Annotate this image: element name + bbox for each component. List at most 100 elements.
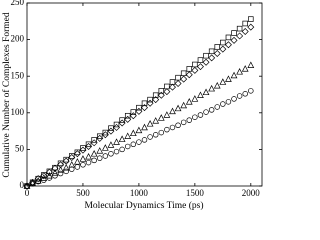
marker <box>136 139 142 145</box>
marker <box>68 161 76 168</box>
marker <box>247 23 255 31</box>
marker <box>213 81 221 89</box>
marker <box>62 163 70 171</box>
marker <box>52 173 58 179</box>
y-tick-label: 250 <box>11 0 25 7</box>
marker <box>231 96 237 102</box>
marker <box>196 63 204 71</box>
marker <box>180 119 187 126</box>
marker <box>191 66 199 74</box>
marker <box>214 104 220 110</box>
marker <box>90 139 98 147</box>
marker <box>225 34 232 41</box>
marker <box>129 112 137 120</box>
marker <box>107 141 115 148</box>
marker <box>85 141 92 148</box>
y-tick-label: 200 <box>11 34 25 44</box>
marker <box>186 117 193 123</box>
marker <box>69 153 75 159</box>
marker <box>208 107 215 113</box>
marker <box>96 155 103 161</box>
marker <box>147 96 153 103</box>
marker <box>168 83 176 91</box>
x-tick-label: 1000 <box>130 188 149 198</box>
marker <box>180 70 187 77</box>
marker <box>79 146 87 154</box>
marker <box>130 141 137 148</box>
marker <box>96 134 104 142</box>
marker <box>73 158 81 165</box>
marker <box>203 109 209 115</box>
marker <box>186 66 193 72</box>
x-tick-label: 1500 <box>186 188 205 198</box>
marker <box>119 117 125 123</box>
marker <box>224 41 232 49</box>
marker <box>185 98 193 105</box>
marker <box>63 168 69 175</box>
marker <box>101 144 109 151</box>
marker <box>208 84 216 92</box>
marker <box>191 95 199 102</box>
marker <box>113 138 120 145</box>
marker <box>213 50 221 58</box>
chart: Molecular Dynamics Time (ps) Cumulative … <box>1 0 263 211</box>
marker <box>152 117 160 124</box>
marker <box>220 39 226 46</box>
marker <box>175 74 181 81</box>
marker <box>208 54 216 62</box>
marker <box>225 99 232 105</box>
marker <box>135 107 143 115</box>
y-tick-label: 0 <box>20 180 25 190</box>
marker <box>57 160 64 167</box>
marker <box>197 57 204 63</box>
marker <box>136 104 142 111</box>
marker <box>57 161 65 169</box>
plot-frame <box>26 2 263 187</box>
marker <box>51 164 59 172</box>
marker <box>219 45 227 53</box>
marker <box>24 183 30 189</box>
marker <box>147 134 153 140</box>
marker <box>185 71 193 79</box>
marker <box>35 175 41 182</box>
marker <box>169 107 176 115</box>
marker <box>108 151 114 157</box>
marker <box>174 104 182 112</box>
marker <box>69 166 75 172</box>
marker <box>45 168 53 176</box>
marker <box>118 119 126 127</box>
marker <box>208 48 215 55</box>
marker <box>80 145 86 151</box>
marker <box>85 152 92 160</box>
marker <box>146 120 154 127</box>
marker <box>35 178 41 185</box>
marker <box>124 115 132 123</box>
marker <box>175 122 181 128</box>
marker <box>236 93 243 99</box>
marker <box>91 157 97 164</box>
marker <box>230 36 238 44</box>
marker <box>63 156 69 163</box>
marker <box>107 127 115 135</box>
marker <box>236 32 244 40</box>
marker <box>108 125 114 131</box>
marker <box>102 153 109 159</box>
marker <box>57 170 64 177</box>
marker <box>157 91 165 99</box>
marker <box>180 101 188 109</box>
marker <box>79 155 87 162</box>
x-tick-label: 2000 <box>242 188 261 198</box>
marker <box>141 123 148 131</box>
marker <box>152 132 159 138</box>
marker <box>130 109 137 115</box>
marker <box>158 129 165 136</box>
marker <box>40 172 48 180</box>
marker <box>46 175 53 181</box>
marker <box>96 133 103 139</box>
marker <box>241 65 249 72</box>
marker <box>157 114 165 121</box>
marker <box>202 88 210 96</box>
marker <box>248 88 254 94</box>
marker <box>174 80 182 88</box>
marker <box>192 61 198 68</box>
